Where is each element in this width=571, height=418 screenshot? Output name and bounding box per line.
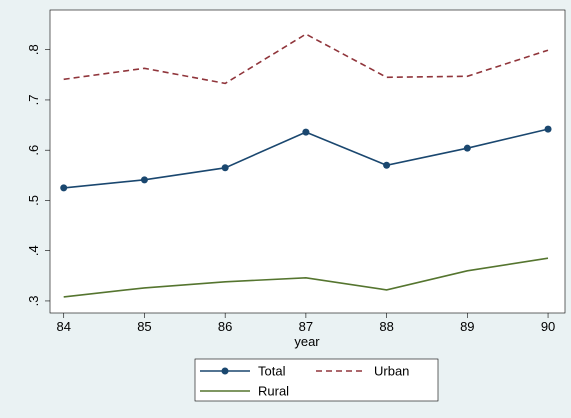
plot-area	[49, 9, 566, 314]
series-line	[63, 33, 549, 85]
x-tick-label: 90	[541, 319, 555, 334]
marker	[302, 128, 310, 136]
x-tick-label: 89	[460, 319, 474, 334]
legend-label: Rural	[258, 384, 289, 399]
x-tick-label: 86	[218, 319, 232, 334]
legend-marker	[221, 367, 229, 375]
y-tick-label: .5	[26, 195, 41, 206]
marker	[60, 184, 68, 192]
legend-label: Urban	[374, 364, 409, 379]
x-tick-label: 85	[137, 319, 151, 334]
legend	[194, 358, 439, 402]
y-tick-label: .7	[26, 95, 41, 106]
series-line	[63, 257, 549, 298]
y-tick-label: .6	[26, 145, 41, 156]
y-tick-label: .3	[26, 296, 41, 307]
x-tick-label: 87	[299, 319, 313, 334]
marker	[544, 125, 552, 133]
marker	[140, 176, 148, 184]
x-tick-label: 84	[56, 319, 70, 334]
legend-label: Total	[258, 364, 286, 379]
x-tick-label: 88	[379, 319, 393, 334]
y-tick-label: .8	[26, 44, 41, 55]
y-tick-label: .4	[26, 245, 41, 256]
x-axis-label: year	[294, 334, 320, 349]
marker	[463, 144, 471, 152]
marker	[383, 161, 391, 169]
marker	[221, 164, 229, 172]
